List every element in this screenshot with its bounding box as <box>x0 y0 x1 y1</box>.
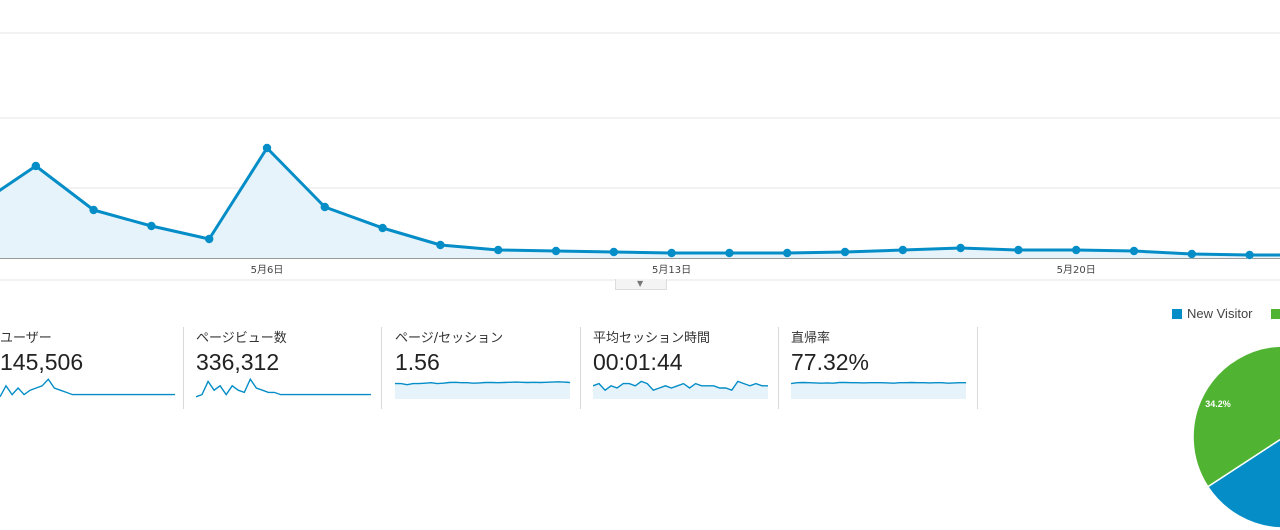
metric-sparkline <box>196 377 371 398</box>
metric-label: 平均セッション時間 <box>593 331 711 346</box>
chevron-down-icon: ▼ <box>637 279 644 288</box>
data-point[interactable] <box>262 143 272 153</box>
data-point[interactable] <box>205 234 214 244</box>
data-point[interactable] <box>840 247 850 257</box>
data-point[interactable] <box>898 245 907 255</box>
pie-legend: New Visitor <box>1172 306 1280 321</box>
data-point[interactable] <box>147 221 156 231</box>
data-point[interactable] <box>494 245 503 255</box>
data-point[interactable] <box>725 248 734 258</box>
metric-value: 336,312 <box>196 349 280 375</box>
data-point[interactable] <box>320 202 329 212</box>
metric-value: 77.32% <box>791 349 870 375</box>
data-point[interactable] <box>436 240 445 250</box>
data-point[interactable] <box>1187 249 1197 259</box>
data-point[interactable] <box>1072 245 1081 255</box>
metric-bounce-rate[interactable]: 直帰率 77.32% <box>779 327 978 409</box>
legend-label-new-visitor: New Visitor <box>1187 306 1253 321</box>
pie-slice[interactable] <box>1192 345 1280 488</box>
metric-pages-per-session[interactable]: ページ/セッション 1.56 <box>383 327 581 409</box>
series-line <box>0 146 1280 257</box>
data-point[interactable] <box>89 205 98 215</box>
data-point[interactable] <box>378 223 387 233</box>
metric-label: ページビュー数 <box>196 331 287 346</box>
visitor-type-pie-chart: 34.2% <box>1192 345 1280 529</box>
data-point[interactable] <box>667 248 676 258</box>
legend-swatch-returning <box>1270 309 1280 319</box>
sparkline-line <box>791 381 966 385</box>
sparkline-line <box>0 378 175 398</box>
metric-value: 00:01:44 <box>593 349 683 375</box>
metric-pageviews[interactable]: ページビュー数 336,312 <box>184 327 382 409</box>
data-point[interactable] <box>956 243 965 253</box>
metric-avg-session-duration[interactable]: 平均セッション時間 00:01:44 <box>581 327 779 409</box>
data-point[interactable] <box>551 246 561 256</box>
metric-users[interactable]: ユーザー 145,506 <box>0 327 184 409</box>
data-point[interactable] <box>609 247 618 257</box>
x-tick-label: 5月13日 <box>652 264 691 276</box>
chart-scroll-handle[interactable]: ▼ <box>615 279 667 290</box>
metric-label: 直帰率 <box>791 331 831 346</box>
x-tick-label: 5月20日 <box>1057 264 1096 276</box>
sparkline-area <box>395 381 570 399</box>
sparkline-line <box>196 377 371 398</box>
sparkline-line <box>395 381 570 386</box>
sessions-line-chart: 5月6日 5月13日 5月20日 <box>0 32 1280 281</box>
metric-label: ページ/セッション <box>395 331 504 346</box>
data-point[interactable] <box>783 248 792 258</box>
data-point[interactable] <box>1129 246 1139 256</box>
legend-swatch-new-visitor <box>1172 309 1182 319</box>
metric-sparkline <box>395 381 570 399</box>
data-point[interactable] <box>31 161 40 171</box>
metric-value: 1.56 <box>395 349 440 375</box>
pie-slice[interactable] <box>1206 346 1280 529</box>
sparkline-area <box>593 381 768 399</box>
pie-slice-label: 34.2% <box>1205 399 1231 409</box>
data-point[interactable] <box>1014 245 1023 255</box>
metric-sparkline <box>0 378 175 398</box>
data-point[interactable] <box>1245 250 1254 260</box>
metric-sparkline <box>593 380 768 399</box>
x-tick-label: 5月6日 <box>251 264 284 276</box>
metric-label: ユーザー <box>0 331 52 346</box>
metric-sparkline <box>791 381 966 399</box>
series-area <box>0 148 1280 258</box>
sparkline-line <box>593 380 768 392</box>
metric-value: 145,506 <box>0 349 84 375</box>
sparkline-area <box>791 382 966 399</box>
